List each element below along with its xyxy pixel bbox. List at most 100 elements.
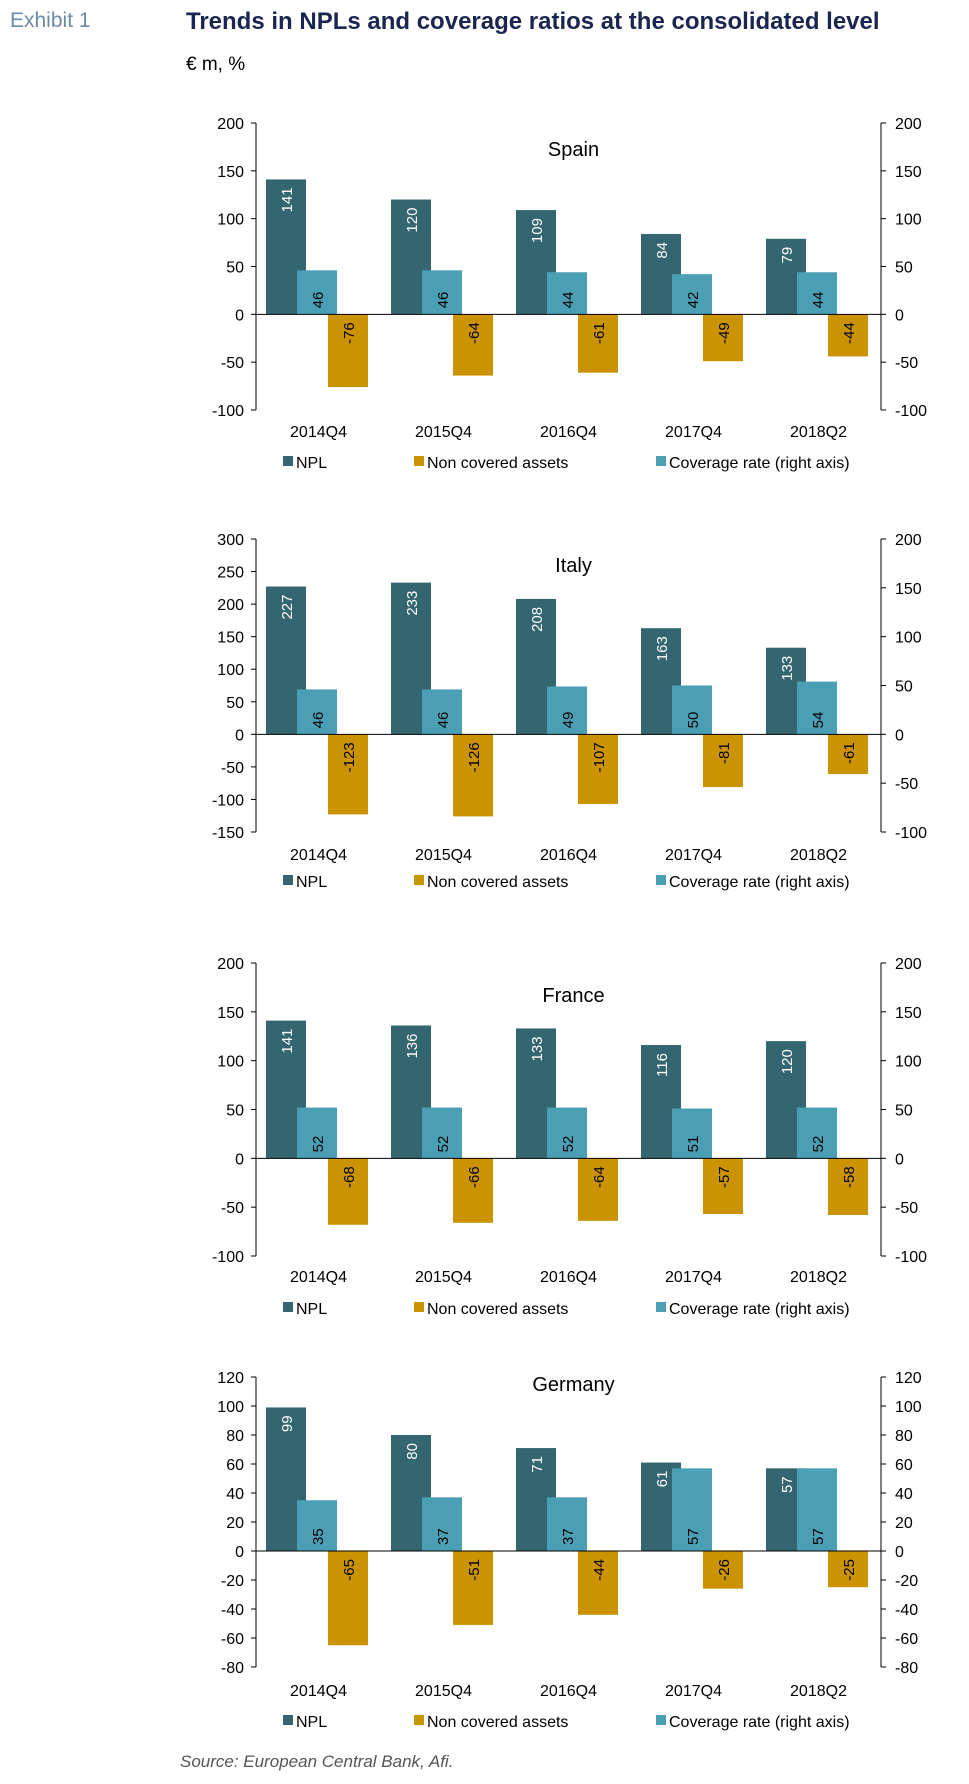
npl-data-label: 84 <box>654 242 671 259</box>
legend-label-non-covered: Non covered assets <box>427 1714 568 1731</box>
right-axis-tick-label: -100 <box>895 825 927 842</box>
legend-swatch-non-covered <box>414 1302 424 1312</box>
legend-label-npl: NPL <box>296 1714 327 1731</box>
left-axis-tick-label: 150 <box>217 164 244 181</box>
non-covered-bar <box>703 1158 743 1215</box>
right-axis-tick-label: -60 <box>895 1631 918 1648</box>
legend-swatch-npl <box>283 875 293 885</box>
non-covered-bar <box>328 1551 368 1646</box>
non-covered-bar <box>328 314 368 388</box>
legend-swatch-coverage <box>656 1302 666 1312</box>
category-label: 2015Q4 <box>415 847 472 864</box>
npl-data-label: 136 <box>404 1034 421 1059</box>
coverage-bar <box>297 689 337 735</box>
right-axis-tick-label: 200 <box>895 116 922 133</box>
left-axis-tick-label: 50 <box>226 1103 244 1120</box>
panel-title: Italy <box>555 555 592 577</box>
non-covered-bar <box>828 1158 868 1215</box>
non-covered-bar <box>703 734 743 788</box>
coverage-data-label: 44 <box>810 292 827 309</box>
non-covered-bar <box>578 734 618 805</box>
non-covered-data-label: -65 <box>341 1559 358 1581</box>
right-axis-tick-label: 150 <box>895 1005 922 1022</box>
non-covered-data-label: -58 <box>841 1166 858 1188</box>
left-axis-tick-label: 50 <box>226 695 244 712</box>
left-axis-tick-label: -150 <box>212 825 244 842</box>
left-axis-tick-label: 60 <box>226 1457 244 1474</box>
right-axis-tick-label: 120 <box>895 1370 922 1387</box>
legend-swatch-npl <box>283 1715 293 1725</box>
coverage-data-label: 51 <box>685 1136 702 1153</box>
right-axis-tick-label: 20 <box>895 1515 913 1532</box>
category-label: 2018Q2 <box>790 424 847 441</box>
category-label: 2017Q4 <box>665 847 722 864</box>
non-covered-data-label: -123 <box>341 742 358 772</box>
right-axis-tick-label: 60 <box>895 1457 913 1474</box>
npl-data-label: 109 <box>529 218 546 243</box>
right-axis-tick-label: 150 <box>895 164 922 181</box>
coverage-bar <box>422 689 462 735</box>
coverage-bar <box>797 272 837 315</box>
coverage-bar <box>797 1468 837 1551</box>
non-covered-data-label: -76 <box>341 322 358 344</box>
coverage-data-label: 57 <box>810 1528 827 1545</box>
npl-data-label: 133 <box>529 1036 546 1061</box>
category-label: 2017Q4 <box>665 1683 722 1700</box>
legend-label-npl: NPL <box>296 1301 327 1318</box>
non-covered-bar <box>703 314 743 362</box>
coverage-bar <box>297 270 337 315</box>
source-note: Source: European Central Bank, Afi. <box>180 1752 454 1771</box>
right-axis-tick-label: -50 <box>895 776 918 793</box>
coverage-bar <box>797 1107 837 1159</box>
npl-data-label: 79 <box>779 247 796 264</box>
non-covered-data-label: -68 <box>341 1166 358 1188</box>
coverage-data-label: 46 <box>310 292 327 309</box>
left-axis-tick-label: 200 <box>217 116 244 133</box>
non-covered-data-label: -26 <box>716 1559 733 1581</box>
coverage-bar <box>547 686 587 735</box>
left-axis-tick-label: -60 <box>221 1631 244 1648</box>
right-axis-tick-label: 100 <box>895 1399 922 1416</box>
coverage-bar <box>547 1107 587 1159</box>
non-covered-bar <box>328 1158 368 1225</box>
right-axis-tick-label: 40 <box>895 1486 913 1503</box>
right-axis-tick-label: 100 <box>895 1054 922 1071</box>
npl-data-label: 227 <box>279 595 296 620</box>
category-label: 2018Q2 <box>790 847 847 864</box>
coverage-data-label: 44 <box>560 292 577 309</box>
npl-data-label: 120 <box>779 1049 796 1074</box>
npl-data-label: 141 <box>279 187 296 212</box>
category-label: 2016Q4 <box>540 1269 597 1286</box>
legend-label-non-covered: Non covered assets <box>427 455 568 472</box>
npl-data-label: 233 <box>404 591 421 616</box>
right-axis-tick-label: -40 <box>895 1602 918 1619</box>
right-axis-tick-label: 50 <box>895 260 913 277</box>
non-covered-data-label: -107 <box>591 742 608 772</box>
category-label: 2014Q4 <box>290 1683 347 1700</box>
legend-label-coverage: Coverage rate (right axis) <box>669 1301 850 1318</box>
left-axis-tick-label: 80 <box>226 1428 244 1445</box>
legend-label-coverage: Coverage rate (right axis) <box>669 1714 850 1731</box>
left-axis-tick-label: 0 <box>235 307 244 324</box>
category-label: 2014Q4 <box>290 424 347 441</box>
npl-data-label: 61 <box>654 1471 671 1488</box>
left-axis-tick-label: -20 <box>221 1573 244 1590</box>
left-axis-tick-label: -100 <box>212 1249 244 1266</box>
right-axis-tick-label: 200 <box>895 956 922 973</box>
category-label: 2016Q4 <box>540 424 597 441</box>
left-axis-tick-label: -100 <box>212 792 244 809</box>
right-axis-tick-label: 0 <box>895 727 904 744</box>
coverage-data-label: 37 <box>435 1528 452 1545</box>
left-axis-tick-label: 100 <box>217 1054 244 1071</box>
non-covered-data-label: -66 <box>466 1166 483 1188</box>
coverage-bar <box>422 1497 462 1551</box>
right-axis-tick-label: 0 <box>895 1544 904 1561</box>
npl-data-label: 71 <box>529 1456 546 1473</box>
non-covered-data-label: -64 <box>591 1166 608 1188</box>
coverage-bar <box>422 1107 462 1159</box>
left-axis-tick-label: 250 <box>217 565 244 582</box>
non-covered-data-label: -44 <box>841 322 858 344</box>
coverage-data-label: 46 <box>310 712 327 729</box>
coverage-data-label: 54 <box>810 712 827 729</box>
legend-label-non-covered: Non covered assets <box>427 874 568 891</box>
